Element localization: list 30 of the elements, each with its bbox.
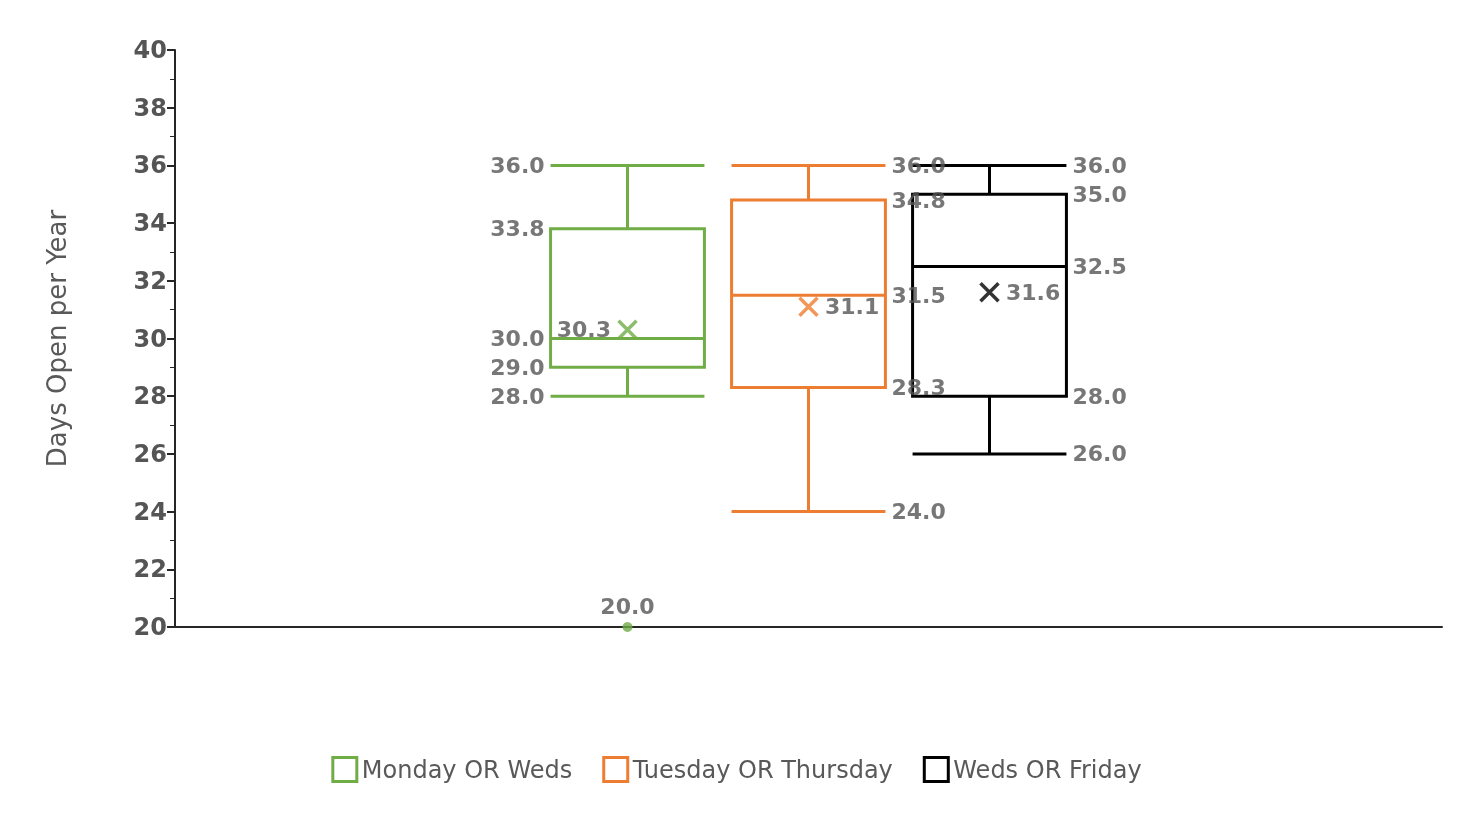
annotation: 24.0 — [891, 499, 946, 525]
annotation: 32.5 — [1072, 253, 1127, 279]
annotation: 31.6 — [1006, 279, 1061, 305]
annotation: 30.3 — [556, 317, 611, 343]
y-tick-label: 36 — [133, 151, 167, 180]
y-tick-label: 30 — [133, 324, 167, 353]
y-tick-label: 34 — [133, 209, 167, 238]
annotation: 36.0 — [490, 152, 545, 178]
y-tick-label: 40 — [133, 36, 167, 64]
legend-label: Tuesday OR Thursday — [631, 755, 893, 784]
y-tick-label: 26 — [133, 439, 167, 468]
annotation: 33.8 — [490, 216, 545, 242]
y-tick-label: 20 — [133, 613, 167, 641]
annotation: 26.0 — [1072, 441, 1127, 467]
annotation: 29.0 — [490, 354, 545, 380]
annotation: 35.0 — [1072, 181, 1127, 207]
y-tick-label: 32 — [133, 266, 167, 295]
annotation: 28.0 — [1072, 383, 1127, 409]
y-tick-label: 38 — [133, 93, 167, 122]
annotation: 36.0 — [1072, 152, 1127, 178]
y-tick-label: 22 — [133, 555, 167, 584]
annotation: 31.1 — [825, 294, 880, 320]
annotation: 20.0 — [600, 593, 655, 619]
legend-label: Weds OR Friday — [953, 755, 1142, 784]
y-tick-label: 28 — [133, 382, 167, 411]
annotation: 28.0 — [490, 383, 545, 409]
annotation: 30.0 — [490, 326, 545, 351]
legend-label: Monday OR Weds — [361, 755, 573, 784]
y-tick-label: 24 — [133, 497, 167, 526]
y-axis-title: Days Open per Year — [42, 209, 72, 468]
